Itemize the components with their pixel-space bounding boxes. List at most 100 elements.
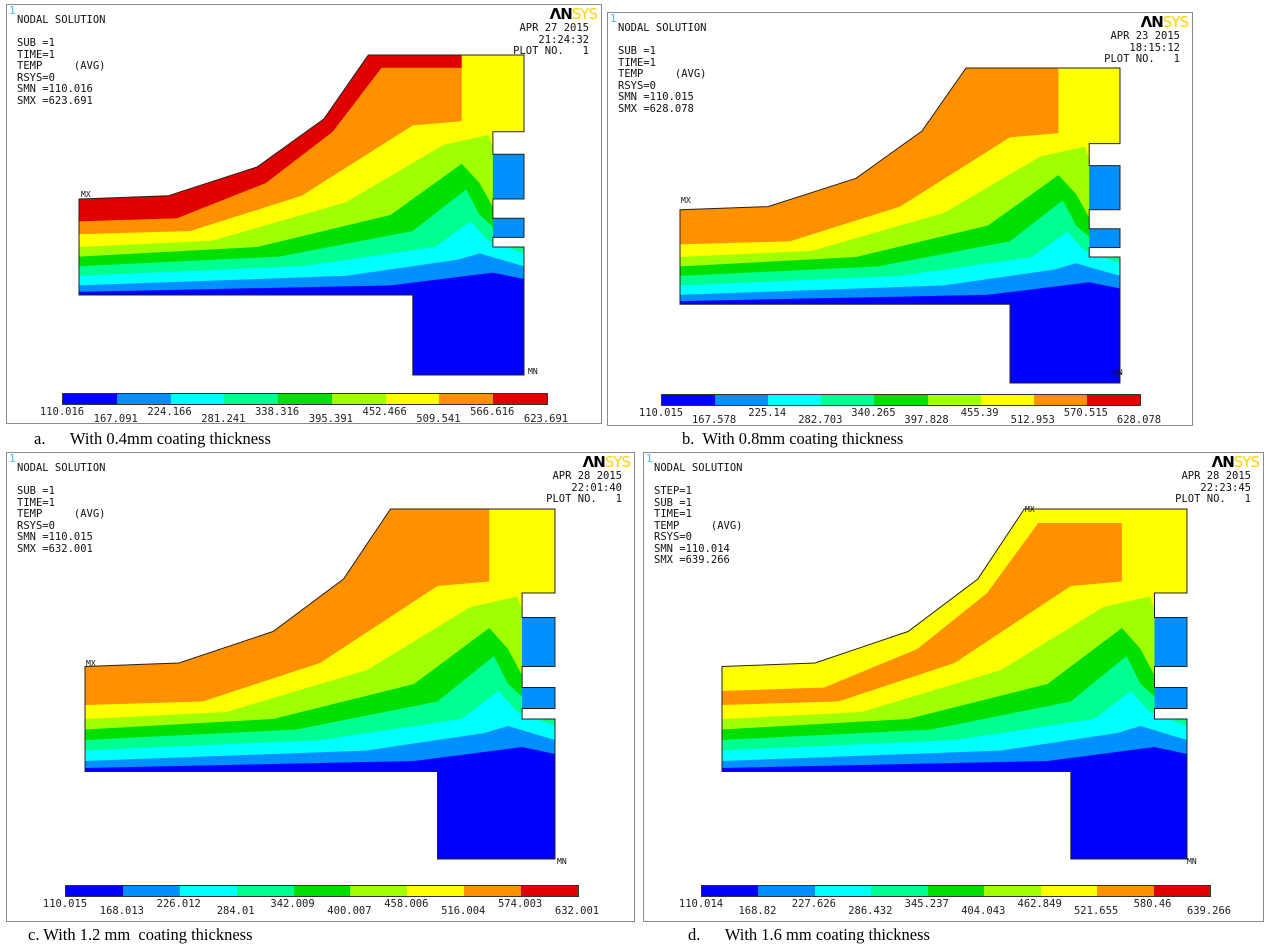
legend-tick-label: 623.691 <box>523 413 569 424</box>
legend-swatch <box>1033 395 1087 405</box>
slot-gap <box>492 237 524 247</box>
legend-tick-label: 168.82 <box>738 905 777 917</box>
legend-swatch <box>521 886 579 896</box>
legend-swatch <box>1086 395 1140 405</box>
slot-gap <box>492 131 524 155</box>
panel-b: 1 NODAL SOLUTION SUB =1 TIME=1 TEMP (AVG… <box>607 12 1193 426</box>
slot-gap <box>1154 666 1187 688</box>
legend-swatch <box>116 394 171 404</box>
panel-a: 1 NODAL SOLUTION SUB =1 TIME=1 TEMP (AVG… <box>6 4 602 424</box>
contour-plot-d <box>721 508 1188 860</box>
slot-gap <box>1154 708 1187 719</box>
legend-swatch <box>278 394 332 404</box>
legend-tick-label: 168.013 <box>99 905 145 917</box>
legend-swatch <box>821 395 875 405</box>
panel-d: 1 NODAL SOLUTION STEP=1 SUB =1 TIME=1 TE… <box>643 452 1264 922</box>
solution-info: NODAL SOLUTION SUB =1 TIME=1 TEMP (AVG) … <box>618 22 707 115</box>
lug-region <box>461 55 524 132</box>
slot-gap <box>522 593 555 618</box>
legend-swatch <box>871 886 928 896</box>
legend-tick-label: 516.004 <box>441 905 486 917</box>
ansys-logo: ΛNSYS <box>1140 13 1189 31</box>
max-marker: MX <box>681 196 691 205</box>
lug-region <box>492 218 524 238</box>
legend-tick-label: 404.043 <box>961 905 1006 917</box>
lug-region <box>522 617 555 667</box>
legend-tick-label: 167.091 <box>93 413 138 424</box>
legend-tick-label: 397.828 <box>904 414 949 426</box>
frame-number: 1 <box>610 12 617 25</box>
slot-gap <box>522 708 555 719</box>
lug-region <box>1121 509 1187 593</box>
legend-swatch <box>407 886 465 896</box>
lug-region <box>492 154 524 199</box>
max-marker: MX <box>81 190 91 199</box>
color-legend <box>65 885 579 897</box>
legend-swatch <box>758 886 815 896</box>
legend-swatch <box>1040 886 1098 896</box>
legend-swatch <box>702 886 759 896</box>
legend-tick-label: 566.616 <box>470 406 515 418</box>
ansys-logo: ΛNSYS <box>1211 453 1260 471</box>
legend-tick-label: 570.515 <box>1063 407 1109 419</box>
min-marker: MN <box>1187 857 1197 866</box>
legend-swatch <box>980 395 1034 405</box>
legend-tick-label: 400.007 <box>327 905 372 917</box>
legend-tick-label: 110.016 <box>39 406 85 418</box>
legend-tick-label: 342.009 <box>270 898 315 910</box>
body-outline <box>78 54 525 376</box>
color-legend <box>701 885 1211 897</box>
max-marker: MX <box>86 659 96 668</box>
body-outline <box>84 508 556 860</box>
color-legend <box>62 393 548 405</box>
date-stamp: APR 27 2015 21:24:32 PLOT NO. 1 <box>513 22 589 57</box>
legend-swatch <box>927 395 981 405</box>
legend-tick-label: 110.015 <box>42 898 88 910</box>
legend-swatch <box>66 886 123 896</box>
legend-swatch <box>984 886 1041 896</box>
legend-tick-label: 395.391 <box>308 413 354 424</box>
legend-tick-label: 110.015 <box>638 407 684 419</box>
legend-swatch <box>1097 886 1154 896</box>
legend-tick-label: 286.432 <box>848 905 893 917</box>
legend-tick-label: 580.46 <box>1133 898 1172 910</box>
legend-swatch <box>170 394 225 404</box>
caption-d: d. With 1.6 mm coating thickness <box>688 925 930 944</box>
lug-region <box>1154 617 1187 667</box>
legend-tick-label: 574.003 <box>497 898 543 910</box>
min-marker: MN <box>557 857 567 866</box>
solution-info: NODAL SOLUTION SUB =1 TIME=1 TEMP (AVG) … <box>17 14 106 107</box>
ansys-logo: ΛNSYS <box>549 5 598 23</box>
slot-gap <box>1089 143 1120 166</box>
legend-tick-label: 281.241 <box>201 413 246 424</box>
min-marker: MN <box>1113 368 1123 377</box>
legend-tick-label: 224.166 <box>147 406 192 418</box>
body-outline <box>721 508 1188 860</box>
legend-tick-label: 226.012 <box>156 898 201 910</box>
legend-swatch <box>927 886 985 896</box>
legend-tick-label: 340.265 <box>851 407 896 419</box>
legend-tick-label: 639.266 <box>1186 905 1232 917</box>
legend-swatch <box>224 394 279 404</box>
color-legend <box>661 394 1141 406</box>
legend-tick-label: 462.849 <box>1017 898 1062 910</box>
legend-swatch <box>179 886 237 896</box>
slot-gap <box>492 199 524 219</box>
legend-swatch <box>350 886 408 896</box>
legend-swatch <box>331 394 386 404</box>
lug-region <box>522 687 555 709</box>
lug-region <box>1058 68 1120 144</box>
legend-tick-label: 110.014 <box>678 898 724 910</box>
legend-tick-label: 225.14 <box>748 407 787 419</box>
legend-swatch <box>385 394 440 404</box>
legend-swatch <box>814 886 872 896</box>
lug-region <box>1089 165 1120 210</box>
legend-swatch <box>236 886 294 896</box>
legend-swatch <box>122 886 180 896</box>
legend-swatch <box>439 394 494 404</box>
solution-info: NODAL SOLUTION SUB =1 TIME=1 TEMP (AVG) … <box>17 462 106 555</box>
legend-tick-label: 452.466 <box>362 406 407 418</box>
date-stamp: APR 23 2015 18:15:12 PLOT NO. 1 <box>1104 30 1180 65</box>
caption-a: a. With 0.4mm coating thickness <box>34 429 271 448</box>
caption-c: c. With 1.2 mm coating thickness <box>28 925 253 944</box>
